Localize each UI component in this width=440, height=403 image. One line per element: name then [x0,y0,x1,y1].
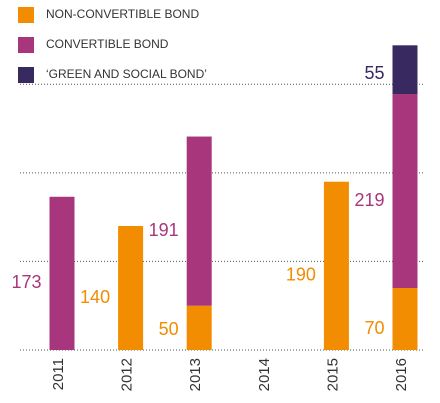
legend-text: CONVERTIBLE BOND [46,37,169,51]
bar-segment [392,288,418,350]
bar-segment [392,94,418,289]
x-tick-label: 2014 [256,358,273,391]
value-label: 50 [159,319,179,339]
x-tick-label: 2015 [324,358,341,391]
value-label: 190 [286,265,316,285]
bar-segment [118,226,144,350]
bar-segment [49,196,75,350]
value-label: 140 [80,287,110,307]
value-label: 173 [11,272,41,292]
bar-segment [323,181,349,350]
legend-swatch [18,67,34,83]
x-tick-label: 2016 [393,358,410,391]
value-label: 70 [364,318,384,338]
x-tick-label: 2013 [187,358,204,391]
legend-text: ‘GREEN AND SOCIAL BOND’ [46,67,207,81]
value-label: 191 [149,220,179,240]
value-label: 219 [354,190,384,210]
bar-segment [392,45,418,95]
x-tick-label: 2011 [50,358,67,390]
legend-swatch [18,37,34,53]
legend-swatch [18,7,34,23]
legend-text: NON-CONVERTIBLE BOND [46,7,199,21]
x-tick-label: 2012 [119,358,136,391]
bar-segment [186,136,212,306]
bar-segment [186,305,212,350]
value-label: 55 [364,63,384,83]
